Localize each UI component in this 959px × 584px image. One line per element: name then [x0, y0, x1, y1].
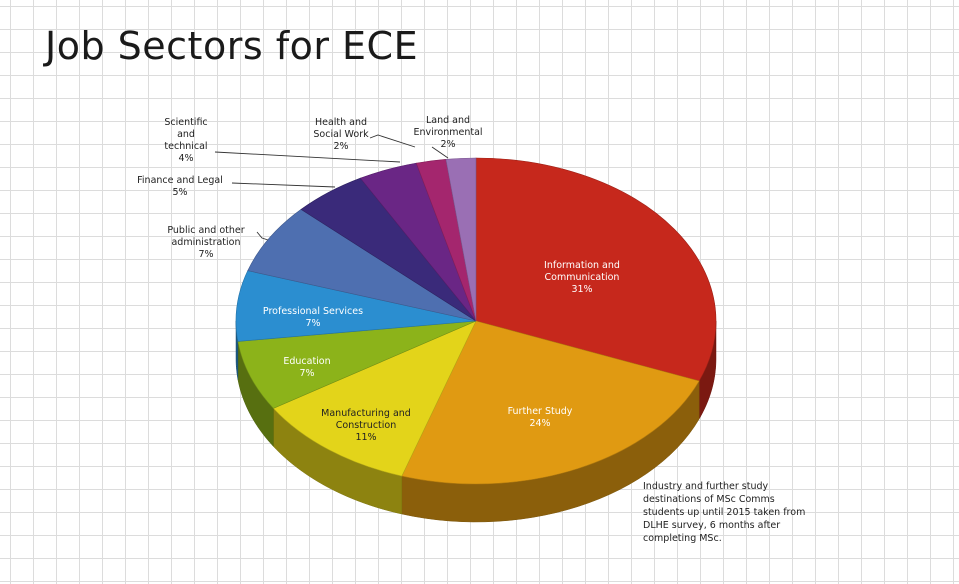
pie-slice-5	[247, 209, 477, 322]
pie-label-7: Scientific and technical 4%	[164, 117, 207, 164]
pie-leader-5	[256, 231, 269, 241]
pie-top	[235, 157, 717, 485]
pie-label-6: Finance and Legal 5%	[137, 175, 223, 198]
pie-leader-7	[214, 151, 401, 163]
pie-label-5: Public and other administration 7%	[167, 225, 244, 260]
pie-label-9: Land and Environmental 2%	[413, 115, 482, 150]
pie-slice-4	[235, 270, 477, 342]
pie-slice-0	[475, 157, 717, 382]
pie-labels: Information and Communication 31% Further S…	[137, 115, 620, 443]
pie-slice-9	[445, 157, 477, 322]
pie-slice-2	[272, 320, 477, 477]
pie-label-1: Further Study 24%	[508, 406, 573, 429]
pie-label-2: Manufacturing and Construction 11%	[321, 408, 411, 443]
chart-note: Industry and further study destinations …	[643, 481, 806, 544]
pie-label-8: Health and Social Work 2%	[313, 117, 369, 152]
pie-label-4: Professional Services 7%	[263, 306, 363, 329]
pie-leader-6	[231, 182, 336, 188]
slide-title: Job Sectors for ECE	[45, 24, 419, 68]
pie-label-0: Information and Communication 31%	[544, 260, 620, 295]
pie-label-3: Education 7%	[283, 356, 330, 379]
pie-slice-3	[237, 320, 477, 409]
pie-leader-9	[431, 146, 449, 159]
pie-leader-8	[369, 134, 416, 148]
pie-slice-1	[401, 320, 700, 485]
